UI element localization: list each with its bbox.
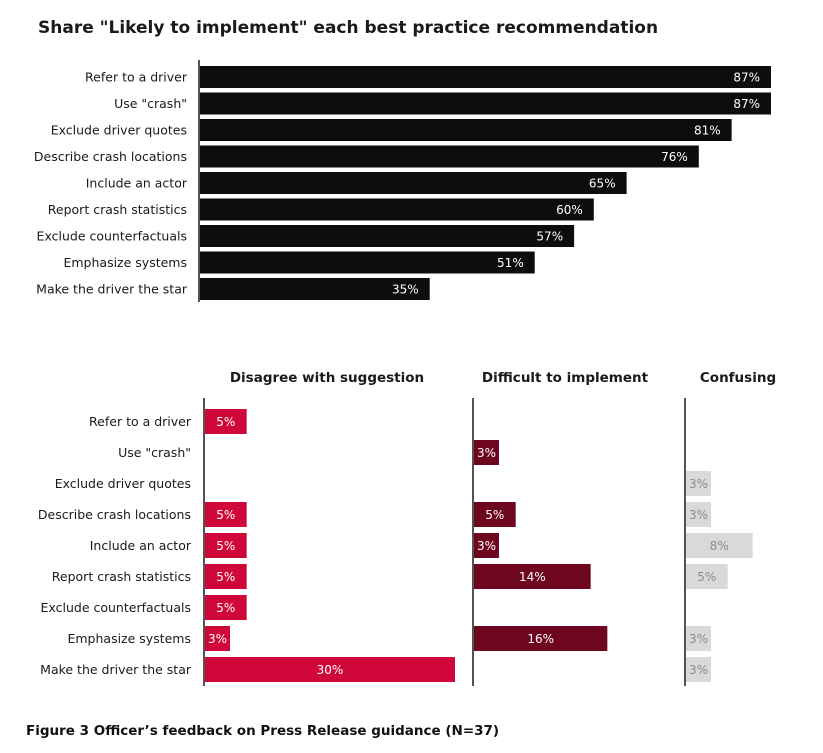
likely-value-label-exclude-driver-quotes: 81% — [694, 124, 721, 138]
likely-bar-make-the-driver-the-star — [200, 278, 430, 300]
disagree-value-label-refer-to-a-driver: 5% — [216, 415, 235, 429]
difficult-bar-use-crash — [474, 440, 499, 465]
disagree-bar-refer-to-a-driver — [205, 409, 247, 434]
bottom-category-label-exclude-counterfactuals: Exclude counterfactuals — [41, 600, 191, 615]
top-category-label-exclude-counterfactuals: Exclude counterfactuals — [37, 229, 187, 244]
disagree-value-label-report-crash-statistics: 5% — [216, 570, 235, 584]
disagree-bar-report-crash-statistics — [205, 564, 247, 589]
top-category-label-emphasize-systems: Emphasize systems — [63, 255, 187, 270]
confusing-bar-make-the-driver-the-star — [686, 657, 711, 682]
confusing-value-label-emphasize-systems: 3% — [689, 632, 708, 646]
likely-value-label-refer-to-a-driver: 87% — [733, 71, 760, 85]
likely-value-label-describe-crash-locations: 76% — [661, 150, 688, 164]
disagree-bar-exclude-counterfactuals — [205, 595, 247, 620]
difficult-bar-include-an-actor — [474, 533, 499, 558]
chart-title: Share "Likely to implement" each best pr… — [38, 18, 658, 38]
bottom-category-label-describe-crash-locations: Describe crash locations — [38, 507, 191, 522]
bottom-category-label-refer-to-a-driver: Refer to a driver — [89, 414, 192, 429]
likely-value-label-report-crash-statistics: 60% — [556, 203, 583, 217]
likely-value-label-exclude-counterfactuals: 57% — [536, 230, 563, 244]
likely-bar-exclude-counterfactuals — [200, 225, 575, 247]
top-category-label-report-crash-statistics: Report crash statistics — [48, 202, 187, 217]
top-category-label-use-crash: Use "crash" — [114, 96, 187, 111]
bottom-category-label-use-crash: Use "crash" — [118, 445, 191, 460]
likely-bar-refer-to-a-driver — [200, 66, 771, 88]
difficult-value-label-use-crash: 3% — [477, 446, 496, 460]
disagree-bar-include-an-actor — [205, 533, 247, 558]
disagree-value-label-make-the-driver-the-star: 30% — [317, 663, 344, 677]
difficult-panel-title: Difficult to implement — [482, 370, 649, 386]
likely-bar-use-crash — [200, 92, 771, 115]
disagree-bar-make-the-driver-the-star — [205, 657, 455, 682]
confusing-bar-exclude-driver-quotes — [686, 471, 711, 496]
disagree-panel-title: Disagree with suggestion — [230, 370, 424, 386]
difficult-value-label-describe-crash-locations: 5% — [485, 508, 504, 522]
likely-bar-emphasize-systems — [200, 251, 535, 274]
confusing-panel-title: Confusing — [700, 370, 776, 386]
difficult-bar-emphasize-systems — [474, 626, 608, 651]
likely-bar-exclude-driver-quotes — [200, 119, 732, 141]
difficult-value-label-include-an-actor: 3% — [477, 539, 496, 553]
confusing-value-label-include-an-actor: 8% — [710, 539, 729, 553]
bottom-category-label-emphasize-systems: Emphasize systems — [67, 631, 191, 646]
likely-value-label-include-an-actor: 65% — [589, 177, 616, 191]
difficult-value-label-emphasize-systems: 16% — [527, 632, 554, 646]
disagree-value-label-describe-crash-locations: 5% — [216, 508, 235, 522]
top-category-label-exclude-driver-quotes: Exclude driver quotes — [51, 123, 187, 138]
confusing-value-label-exclude-driver-quotes: 3% — [689, 477, 708, 491]
top-category-label-refer-to-a-driver: Refer to a driver — [85, 70, 188, 85]
disagree-value-label-emphasize-systems: 3% — [208, 632, 227, 646]
top-category-label-include-an-actor: Include an actor — [86, 176, 188, 191]
bottom-category-label-make-the-driver-the-star: Make the driver the star — [40, 662, 192, 677]
confusing-bar-report-crash-statistics — [686, 564, 728, 589]
confusing-bar-emphasize-systems — [686, 626, 711, 651]
likely-bar-include-an-actor — [200, 172, 627, 194]
disagree-value-label-exclude-counterfactuals: 5% — [216, 601, 235, 615]
confusing-value-label-make-the-driver-the-star: 3% — [689, 663, 708, 677]
disagree-bar-describe-crash-locations — [205, 502, 247, 527]
likely-value-label-emphasize-systems: 51% — [497, 256, 524, 270]
likely-bar-describe-crash-locations — [200, 145, 699, 168]
confusing-value-label-describe-crash-locations: 3% — [689, 508, 708, 522]
likely-bar-report-crash-statistics — [200, 198, 594, 221]
difficult-value-label-report-crash-statistics: 14% — [519, 570, 546, 584]
likely-value-label-use-crash: 87% — [733, 97, 760, 111]
difficult-bar-report-crash-statistics — [474, 564, 591, 589]
bottom-category-label-include-an-actor: Include an actor — [90, 538, 192, 553]
disagree-bar-emphasize-systems — [205, 626, 230, 651]
figure-caption: Figure 3 Officer’s feedback on Press Rel… — [26, 723, 499, 739]
disagree-value-label-include-an-actor: 5% — [216, 539, 235, 553]
bottom-category-label-exclude-driver-quotes: Exclude driver quotes — [55, 476, 191, 491]
confusing-bar-include-an-actor — [686, 533, 753, 558]
likely-value-label-make-the-driver-the-star: 35% — [392, 283, 419, 297]
difficult-bar-describe-crash-locations — [474, 502, 516, 527]
top-category-label-describe-crash-locations: Describe crash locations — [34, 149, 187, 164]
confusing-bar-describe-crash-locations — [686, 502, 711, 527]
confusing-value-label-report-crash-statistics: 5% — [697, 570, 716, 584]
bottom-category-label-report-crash-statistics: Report crash statistics — [52, 569, 191, 584]
top-category-label-make-the-driver-the-star: Make the driver the star — [36, 282, 188, 297]
